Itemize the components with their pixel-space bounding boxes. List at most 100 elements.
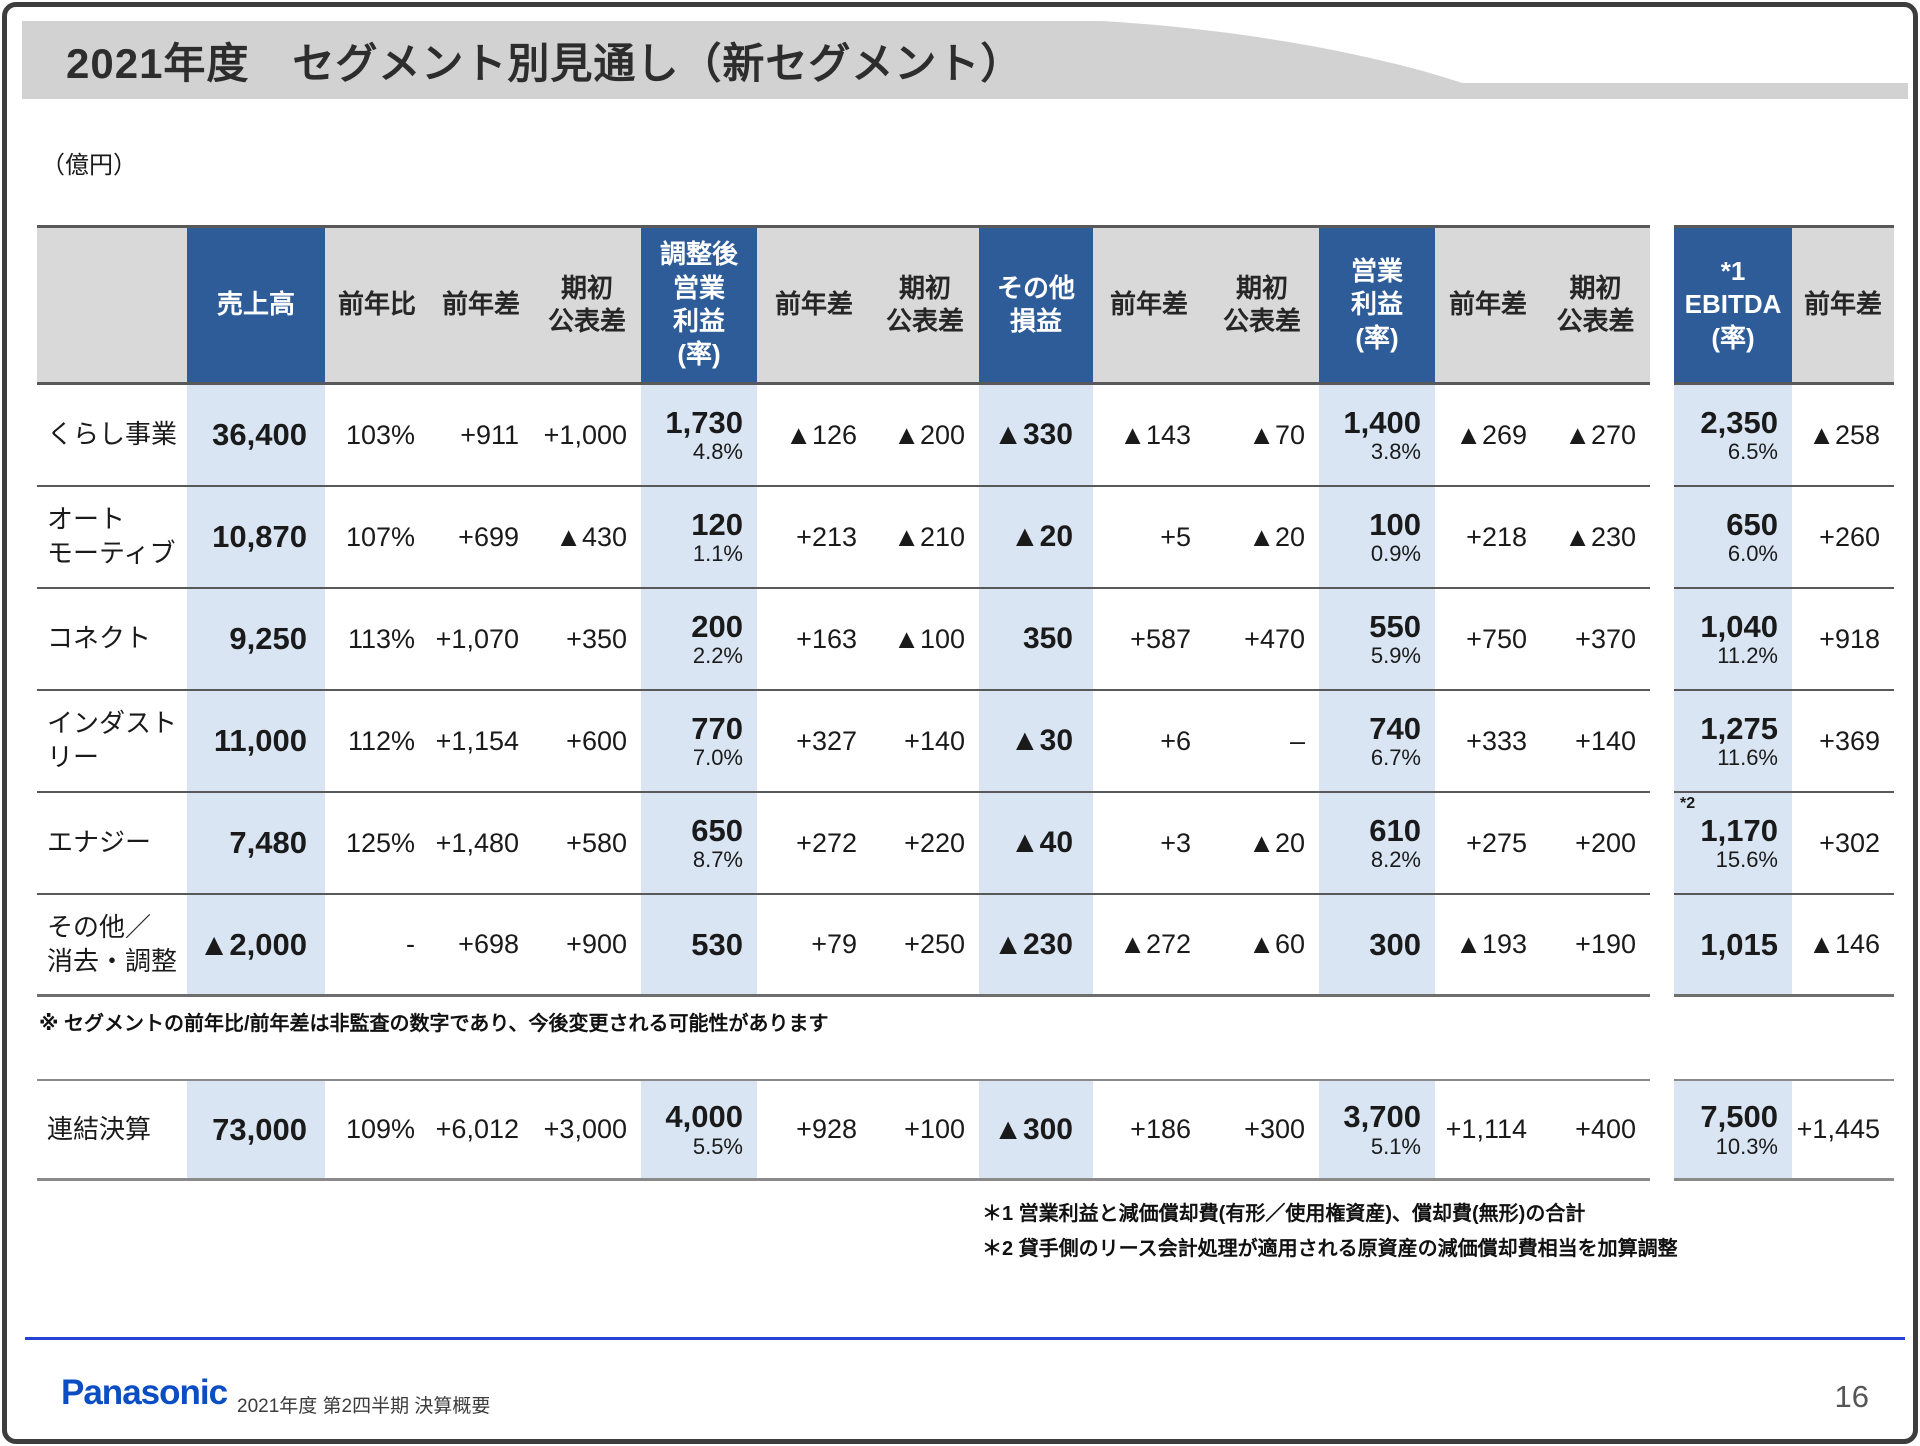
table-body: くらし事業 36,400 103% +911 +1,000 1,730 4.8%… — [37, 385, 1894, 997]
header-ebitda-diff: 前年差 — [1792, 225, 1894, 385]
op-rate: 5.1% — [1370, 1133, 1421, 1159]
cell-ebitda-diff: +369 — [1792, 691, 1894, 793]
cell-yoy: 107% — [325, 487, 429, 589]
cell-sales: 10,870 — [187, 487, 325, 589]
cell-adjusted-op: 650 8.7% — [641, 793, 757, 895]
row-gap — [1650, 1079, 1674, 1181]
cell-diff: +1,480 — [429, 793, 533, 895]
ebitda-value: 650 — [1726, 506, 1778, 542]
adjusted-op-rate: 7.0% — [692, 745, 743, 771]
cell-op: 300 — [1319, 895, 1435, 997]
cell-sales: 11,000 — [187, 691, 325, 793]
adjusted-op-value: 650 — [691, 812, 743, 848]
cell-op: 610 8.2% — [1319, 793, 1435, 895]
cell-ebitda-diff: +302 — [1792, 793, 1894, 895]
ebitda-rate: 11.2% — [1717, 643, 1778, 669]
cell-diff: +1,154 — [429, 691, 533, 793]
cell-yoy: 113% — [325, 589, 429, 691]
op-rate: 0.9% — [1370, 541, 1421, 567]
cell-op-init: +190 — [1541, 895, 1650, 997]
header-adjusted-op: 調整後 営業 利益 (率) — [641, 225, 757, 385]
cell-ebitda: 650 6.0% — [1674, 487, 1792, 589]
cell-init: +350 — [533, 589, 641, 691]
cell-init: +1,000 — [533, 385, 641, 487]
row-gap — [1650, 487, 1674, 589]
cell-other-diff: +5 — [1093, 487, 1205, 589]
cell-other-income: 350 — [979, 589, 1093, 691]
cell-other-income: ▲230 — [979, 895, 1093, 997]
op-value: 610 — [1369, 812, 1421, 848]
ebitda-rate: 6.0% — [1727, 541, 1778, 567]
cell-ebitda-diff: +1,445 — [1792, 1079, 1894, 1181]
row-gap — [1650, 589, 1674, 691]
cell-op-diff: +275 — [1435, 793, 1541, 895]
ebitda-rate: 15.6% — [1715, 847, 1778, 873]
cell-other-init: +470 — [1205, 589, 1319, 691]
adjusted-op-value: 200 — [691, 608, 743, 644]
adjusted-op-rate: 4.8% — [692, 439, 743, 465]
cell-other-diff: +186 — [1093, 1079, 1205, 1181]
segment-name: エナジー — [37, 793, 187, 895]
cell-aop-init: +100 — [871, 1079, 979, 1181]
cell-ebitda: 1,015 — [1674, 895, 1792, 997]
footer-divider — [25, 1337, 1905, 1340]
cell-init: +580 — [533, 793, 641, 895]
page-title: 2021年度 セグメント別見通し（新セグメント） — [66, 39, 1024, 87]
footnote-1: ＊1 営業利益と減価償却費(有形／使用権資産)、償却費(無形)の合計 — [982, 1203, 1586, 1225]
cell-op-diff: +333 — [1435, 691, 1541, 793]
cell-op-init: +200 — [1541, 793, 1650, 895]
op-rate: 3.8% — [1370, 439, 1421, 465]
cell-adjusted-op: 200 2.2% — [641, 589, 757, 691]
ebitda-value: 1,170 — [1700, 812, 1778, 848]
table-row: インダストリー 11,000 112% +1,154 +600 770 7.0%… — [37, 691, 1894, 793]
cell-other-income: ▲330 — [979, 385, 1093, 487]
header-other-init: 期初 公表差 — [1205, 225, 1319, 385]
segment-table: 売上高 前年比 前年差 期初 公表差 調整後 営業 利益 (率) 前年差 期初 … — [37, 225, 1894, 997]
op-value: 740 — [1369, 710, 1421, 746]
cell-op-init: ▲270 — [1541, 385, 1650, 487]
cell-op-init: ▲230 — [1541, 487, 1650, 589]
table-row: コネクト 9,250 113% +1,070 +350 200 2.2% +16… — [37, 589, 1894, 691]
cell-diff: +6,012 — [429, 1079, 533, 1181]
footer-subtitle: 2021年度 第2四半期 決算概要 — [237, 1396, 491, 1417]
cell-adjusted-op: 4,000 5.5% — [641, 1079, 757, 1181]
ebitda-rate: 6.5% — [1727, 439, 1778, 465]
cell-op: 550 5.9% — [1319, 589, 1435, 691]
cell-ebitda: 1,275 11.6% — [1674, 691, 1792, 793]
cell-diff: +911 — [429, 385, 533, 487]
adjusted-op-rate: 2.2% — [692, 643, 743, 669]
cell-op-init: +370 — [1541, 589, 1650, 691]
op-rate: 8.2% — [1370, 847, 1421, 873]
cell-sales: ▲2,000 — [187, 895, 325, 997]
cell-aop-diff: +928 — [757, 1079, 871, 1181]
segment-name: インダストリー — [37, 691, 187, 793]
cell-yoy: 109% — [325, 1079, 429, 1181]
cell-op-diff: +750 — [1435, 589, 1541, 691]
row-gap — [1650, 691, 1674, 793]
header-gap — [1650, 225, 1674, 385]
adjusted-op-value: 1,730 — [665, 404, 743, 440]
cell-aop-diff: +79 — [757, 895, 871, 997]
cell-sales: 36,400 — [187, 385, 325, 487]
ebitda-value: 1,275 — [1700, 710, 1778, 746]
cell-op: 100 0.9% — [1319, 487, 1435, 589]
title-swoosh — [22, 21, 1908, 99]
header-aop-init: 期初 公表差 — [871, 225, 979, 385]
cell-ebitda: 2,350 6.5% — [1674, 385, 1792, 487]
cell-other-init: ▲70 — [1205, 385, 1319, 487]
adjusted-op-value: 4,000 — [665, 1099, 743, 1135]
header-empty — [37, 225, 187, 385]
cell-other-income: ▲300 — [979, 1079, 1093, 1181]
cell-adjusted-op: 770 7.0% — [641, 691, 757, 793]
row-gap — [1650, 793, 1674, 895]
cell-other-init: +300 — [1205, 1079, 1319, 1181]
op-value: 550 — [1369, 608, 1421, 644]
table-row: エナジー 7,480 125% +1,480 +580 650 8.7% +27… — [37, 793, 1894, 895]
op-rate: 5.9% — [1370, 643, 1421, 669]
header-op: 営業 利益 (率) — [1319, 225, 1435, 385]
cell-adjusted-op: 120 1.1% — [641, 487, 757, 589]
header-sales: 売上高 — [187, 225, 325, 385]
cell-other-diff: +6 — [1093, 691, 1205, 793]
cell-ebitda: 7,500 10.3% — [1674, 1079, 1792, 1181]
